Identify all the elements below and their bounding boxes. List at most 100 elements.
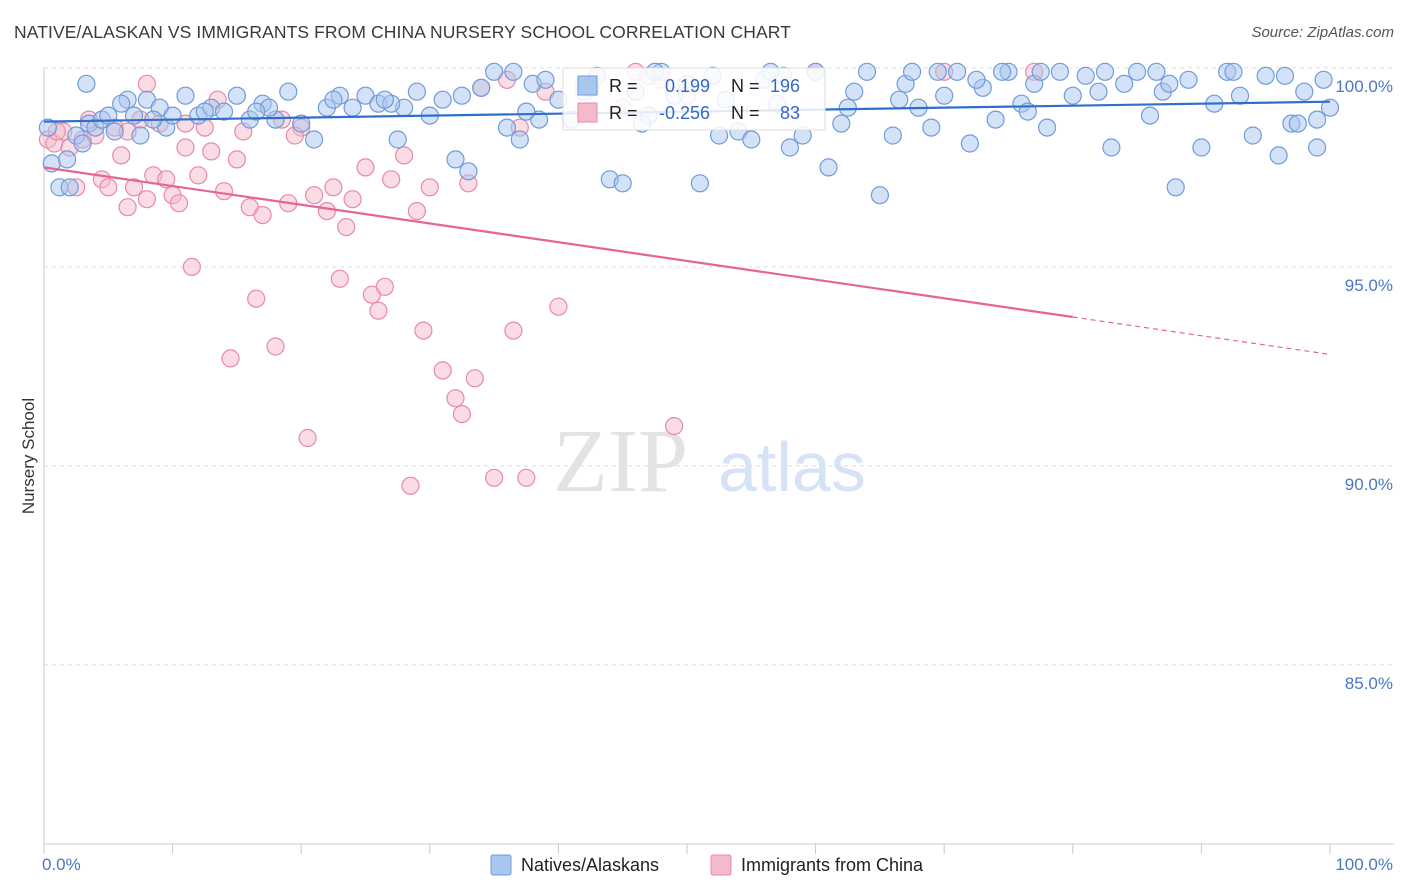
china-point-20 bbox=[176, 138, 195, 157]
china-point-26 bbox=[221, 349, 240, 368]
china-point-47 bbox=[395, 146, 414, 165]
native-point-108 bbox=[1307, 138, 1327, 157]
native-point-78 bbox=[922, 118, 941, 137]
china-point-52 bbox=[433, 361, 452, 380]
native-point-81 bbox=[960, 134, 980, 153]
stats-n-value-pink: 83 bbox=[780, 103, 800, 123]
native-point-129 bbox=[112, 94, 131, 113]
native-point-131 bbox=[375, 90, 394, 109]
native-point-94 bbox=[1127, 62, 1147, 81]
china-point-49 bbox=[407, 202, 426, 221]
native-point-79 bbox=[935, 86, 954, 105]
native-point-6 bbox=[73, 134, 92, 153]
stats-n-value-blue: 196 bbox=[770, 76, 800, 96]
china-point-44 bbox=[369, 301, 388, 320]
native-point-93 bbox=[1115, 74, 1134, 93]
native-point-88 bbox=[1050, 62, 1070, 81]
china-point-40 bbox=[337, 218, 356, 237]
china-point-19 bbox=[169, 194, 189, 213]
native-point-99 bbox=[1192, 138, 1211, 157]
native-point-141 bbox=[1320, 98, 1340, 117]
y-tick-label-1: 95.0% bbox=[1345, 276, 1393, 295]
china-point-35 bbox=[298, 428, 317, 448]
native-point-48 bbox=[536, 70, 555, 89]
native-point-74 bbox=[870, 186, 890, 205]
y-axis-title: Nursery School bbox=[19, 398, 38, 514]
stats-r-label-blue: R = bbox=[609, 76, 638, 96]
native-point-105 bbox=[1269, 146, 1288, 165]
china-point-11 bbox=[118, 198, 137, 217]
chart-title: NATIVE/ALASKAN VS IMMIGRANTS FROM CHINA … bbox=[14, 22, 792, 42]
native-point-138 bbox=[1275, 66, 1295, 85]
native-point-103 bbox=[1243, 126, 1262, 145]
china-point-29 bbox=[247, 289, 266, 308]
native-point-107 bbox=[1295, 82, 1314, 101]
native-point-11 bbox=[105, 122, 124, 141]
native-point-29 bbox=[305, 130, 324, 149]
gridlines bbox=[44, 67, 1394, 666]
china-point-42 bbox=[356, 158, 375, 177]
legend-label-natives-alaskans: Natives/Alaskans bbox=[521, 855, 659, 875]
axes bbox=[43, 68, 1394, 845]
stats-r-value-pink: -0.256 bbox=[659, 103, 710, 123]
native-point-70 bbox=[819, 158, 838, 177]
x-tick-label-max: 100.0% bbox=[1335, 855, 1393, 874]
stats-r-value-blue: 0.199 bbox=[665, 76, 710, 96]
china-point-12 bbox=[124, 178, 144, 197]
native-point-111 bbox=[195, 102, 214, 121]
china-point-53 bbox=[446, 389, 465, 408]
native-point-126 bbox=[1160, 74, 1179, 93]
native-point-140 bbox=[1307, 110, 1327, 129]
native-point-43 bbox=[485, 62, 504, 81]
china-point-81 bbox=[137, 74, 156, 93]
native-point-33 bbox=[356, 86, 375, 105]
china-point-38 bbox=[324, 178, 343, 197]
china-point-51 bbox=[420, 178, 439, 197]
native-point-139 bbox=[77, 74, 96, 93]
native-point-4 bbox=[57, 150, 77, 169]
legend-swatch-natives-alaskans bbox=[490, 854, 512, 876]
china-point-70 bbox=[664, 417, 684, 436]
china-point-30 bbox=[253, 206, 272, 225]
native-point-90 bbox=[1076, 66, 1095, 85]
stats-swatch-blue bbox=[577, 75, 598, 96]
native-point-64 bbox=[742, 130, 761, 149]
native-point-122 bbox=[902, 62, 922, 81]
native-point-75 bbox=[883, 126, 902, 145]
series-natives-alaskans-points bbox=[38, 62, 1340, 205]
native-point-18 bbox=[163, 106, 182, 125]
y-tick-label-3: 85.0% bbox=[1345, 674, 1393, 693]
native-point-27 bbox=[279, 82, 298, 101]
china-point-60 bbox=[504, 321, 523, 340]
native-point-92 bbox=[1102, 138, 1121, 157]
stats-swatch-pink bbox=[577, 102, 598, 123]
legend: Natives/Alaskans Immigrants from China bbox=[490, 854, 924, 876]
native-point-44 bbox=[497, 118, 517, 137]
native-point-23 bbox=[227, 86, 246, 105]
china-point-41 bbox=[343, 190, 362, 209]
china-point-64 bbox=[549, 297, 568, 316]
china-point-54 bbox=[452, 405, 471, 424]
china-point-25 bbox=[214, 182, 234, 201]
china-point-24 bbox=[202, 142, 221, 161]
watermark-atlas: atlas bbox=[718, 428, 866, 506]
trend-lines bbox=[43, 100, 1331, 356]
native-point-22 bbox=[214, 102, 234, 121]
china-point-21 bbox=[182, 257, 201, 276]
native-point-14 bbox=[131, 126, 150, 145]
native-point-45 bbox=[510, 130, 529, 149]
native-point-98 bbox=[1179, 70, 1198, 89]
native-point-102 bbox=[1230, 86, 1250, 105]
native-point-143 bbox=[992, 62, 1012, 81]
native-point-104 bbox=[1256, 66, 1275, 85]
native-point-37 bbox=[407, 82, 426, 101]
native-point-125 bbox=[1095, 62, 1115, 81]
y-tick-label-2: 90.0% bbox=[1345, 475, 1393, 494]
china-point-8 bbox=[99, 178, 118, 197]
native-point-60 bbox=[690, 174, 710, 193]
native-point-0 bbox=[38, 118, 58, 137]
native-point-132 bbox=[504, 62, 523, 81]
china-trend-extension bbox=[1072, 316, 1331, 356]
china-point-50 bbox=[414, 321, 433, 340]
